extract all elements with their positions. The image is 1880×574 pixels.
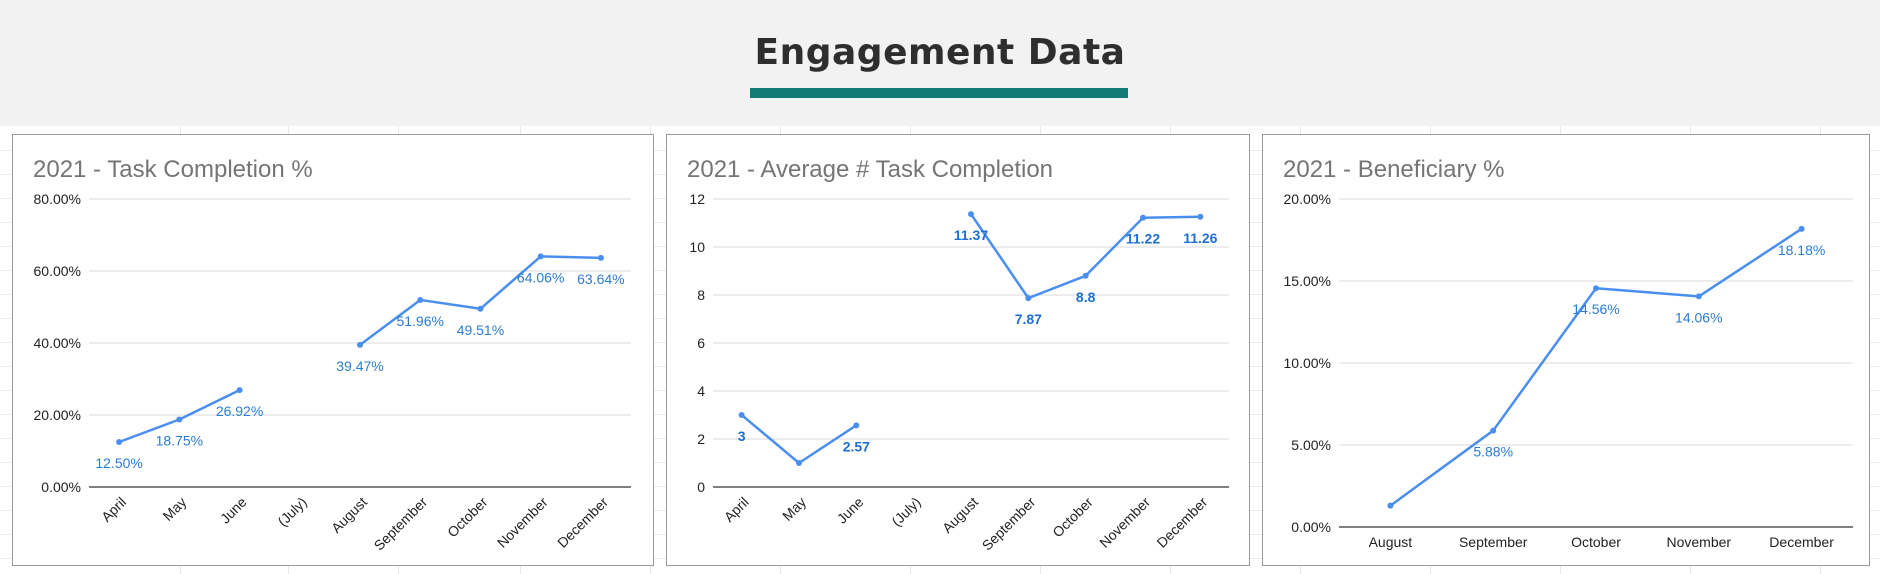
y-tick-label: 0.00% xyxy=(1291,519,1331,535)
chart-average-task-completion[interactable]: 2021 - Average # Task Completion 0 2 4 6 8 10 1… xyxy=(666,134,1250,566)
data-label: 2.57 xyxy=(843,438,870,454)
x-tick-label: (July) xyxy=(274,494,310,530)
data-point[interactable] xyxy=(537,253,544,260)
data-point[interactable] xyxy=(1082,272,1089,279)
y-tick-label: 60.00% xyxy=(34,263,81,279)
chart-title: 2021 - Task Completion % xyxy=(33,156,313,183)
x-tick-label: May xyxy=(779,494,809,524)
data-label: 5.88% xyxy=(1473,444,1513,460)
x-tick-label: December xyxy=(1153,494,1210,551)
y-tick-label: 80.00% xyxy=(34,191,81,207)
x-tick-label: June xyxy=(217,494,250,527)
data-label: 14.56% xyxy=(1572,301,1619,317)
chart-task-completion-percent[interactable]: 2021 - Task Completion % 0.00% 20.00% 40.00… xyxy=(12,134,654,566)
data-point[interactable] xyxy=(968,211,974,218)
x-tick-label: October xyxy=(444,494,491,541)
data-label: 8.8 xyxy=(1076,289,1096,305)
data-point[interactable] xyxy=(417,296,424,303)
x-tick-label: June xyxy=(834,494,867,527)
x-tick-label: September xyxy=(1459,534,1528,550)
data-label: 11.22 xyxy=(1126,231,1160,247)
data-label: 18.18% xyxy=(1778,242,1825,258)
y-tick-label: 20.00% xyxy=(1284,191,1331,207)
x-tick-label: September xyxy=(371,494,431,554)
x-tick-label: October xyxy=(1049,494,1096,541)
y-tick-label: 5.00% xyxy=(1291,437,1331,453)
chart-title: 2021 - Beneficiary % xyxy=(1283,156,1504,183)
page-title: Engagement Data xyxy=(754,32,1126,73)
y-tick-label: 40.00% xyxy=(34,335,81,351)
x-tick-label: August xyxy=(939,494,981,536)
data-point[interactable] xyxy=(853,422,860,429)
y-tick-label: 8 xyxy=(697,287,705,303)
data-point[interactable] xyxy=(116,439,123,445)
data-label: 49.51% xyxy=(457,322,504,338)
x-tick-label: April xyxy=(98,494,129,525)
data-label: 64.06% xyxy=(517,269,564,285)
x-tick-label: May xyxy=(159,494,189,524)
data-point[interactable] xyxy=(738,412,745,418)
data-label: 51.96% xyxy=(396,313,443,329)
x-tick-label: September xyxy=(979,494,1039,554)
data-point[interactable] xyxy=(357,341,363,348)
chart-svg: 2021 - Task Completion % 0.00% 20.00% 40.00… xyxy=(33,156,631,554)
y-tick-label: 4 xyxy=(697,383,705,399)
series-line xyxy=(969,213,1201,300)
x-tick-label: April xyxy=(721,494,752,525)
data-point[interactable] xyxy=(796,460,802,466)
x-tick-label: December xyxy=(1769,534,1834,550)
data-point[interactable] xyxy=(176,416,183,423)
data-label: 12.50% xyxy=(95,455,142,471)
chart-svg: 2021 - Beneficiary % 0.00% 5.00% 10.00% 15.0… xyxy=(1283,156,1853,550)
y-tick-label: 15.00% xyxy=(1284,273,1331,289)
y-tick-label: 12 xyxy=(689,191,705,207)
data-label: 39.47% xyxy=(336,358,383,374)
x-tick-label: August xyxy=(1369,534,1413,550)
y-tick-label: 20.00% xyxy=(34,407,81,423)
page-header: Engagement Data xyxy=(0,0,1880,126)
y-tick-label: 10.00% xyxy=(1284,355,1331,371)
data-label: 11.37 xyxy=(954,227,988,243)
series-line xyxy=(1389,227,1803,507)
title-underline xyxy=(750,88,1128,98)
data-label: 18.75% xyxy=(156,433,203,449)
data-label: 14.06% xyxy=(1675,309,1722,325)
x-tick-label: December xyxy=(554,494,611,551)
data-point[interactable] xyxy=(1593,285,1599,292)
data-label: 26.92% xyxy=(216,403,263,419)
data-label: 7.87 xyxy=(1015,311,1042,327)
chart-beneficiary-percent[interactable]: 2021 - Beneficiary % 0.00% 5.00% 10.00% 15.0… xyxy=(1262,134,1870,566)
data-point[interactable] xyxy=(597,254,604,261)
data-point[interactable] xyxy=(1025,295,1032,302)
x-tick-label: (July) xyxy=(888,494,924,530)
data-label: 63.64% xyxy=(577,271,624,287)
x-tick-label: November xyxy=(494,494,551,551)
y-tick-label: 0.00% xyxy=(41,479,81,495)
chart-title: 2021 - Average # Task Completion xyxy=(687,156,1053,183)
y-tick-label: 6 xyxy=(697,335,705,351)
data-point[interactable] xyxy=(1140,214,1146,221)
chart-svg: 2021 - Average # Task Completion 0 2 4 6 8 10 1… xyxy=(687,156,1229,554)
data-point[interactable] xyxy=(477,305,484,312)
y-tick-label: 10 xyxy=(689,239,705,255)
data-point[interactable] xyxy=(1490,427,1497,434)
data-label: 11.26 xyxy=(1183,230,1217,246)
y-tick-label: 0 xyxy=(697,479,705,495)
data-point[interactable] xyxy=(236,387,243,394)
data-point[interactable] xyxy=(1798,225,1805,232)
y-tick-label: 2 xyxy=(697,431,705,447)
x-tick-label: November xyxy=(1096,494,1153,551)
data-point[interactable] xyxy=(1695,293,1702,300)
data-label: 3 xyxy=(738,428,746,444)
x-tick-label: November xyxy=(1667,534,1732,550)
data-point[interactable] xyxy=(1387,502,1394,509)
x-tick-label: August xyxy=(328,494,370,536)
data-point[interactable] xyxy=(1197,213,1204,220)
x-tick-label: October xyxy=(1571,534,1621,550)
